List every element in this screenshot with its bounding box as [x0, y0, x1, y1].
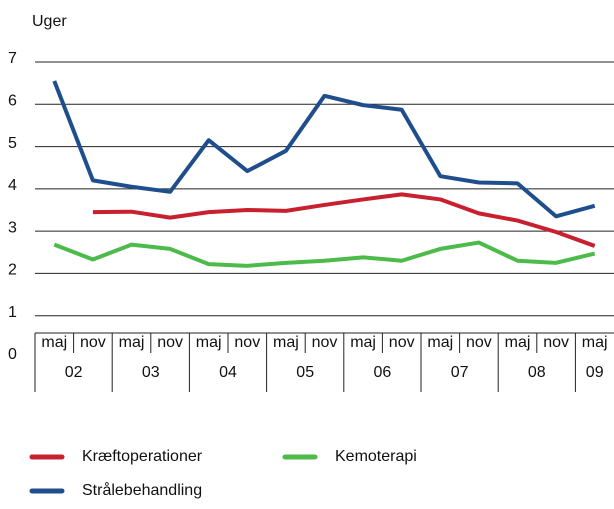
- y-axis-label: Uger: [32, 13, 67, 30]
- x-tick-label: maj: [119, 334, 145, 351]
- x-tick-label: nov: [389, 334, 415, 351]
- y-tick-label: 4: [8, 177, 17, 194]
- x-tick-label: nov: [466, 334, 492, 351]
- y-tick-label: 0: [8, 346, 17, 363]
- line-series: [53, 240, 596, 268]
- x-tick-label: nov: [80, 334, 106, 351]
- year-label: 09: [586, 364, 604, 381]
- x-tick-label: maj: [427, 334, 453, 351]
- legend-label: Kræftoperationer: [82, 448, 203, 465]
- line-series: [52, 80, 596, 219]
- x-tick-label: nov: [543, 334, 569, 351]
- y-tick-label: 5: [8, 135, 17, 152]
- year-label: 07: [451, 364, 469, 381]
- x-tick-label: maj: [196, 334, 222, 351]
- y-tick-label: 2: [8, 262, 17, 279]
- legend-label: Kemoterapi: [335, 448, 417, 465]
- year-label: 02: [65, 364, 83, 381]
- x-tick-label: maj: [273, 334, 299, 351]
- x-tick-label: maj: [350, 334, 376, 351]
- x-tick-label: maj: [505, 334, 531, 351]
- x-tick-label: nov: [157, 334, 183, 351]
- x-tick-label: maj: [41, 334, 67, 351]
- y-tick-label: 3: [8, 219, 17, 236]
- year-label: 04: [219, 364, 237, 381]
- year-label: 08: [528, 364, 546, 381]
- x-tick-label: nov: [312, 334, 338, 351]
- year-label: 06: [374, 364, 392, 381]
- x-tick-label: nov: [234, 334, 260, 351]
- y-tick-label: 7: [8, 50, 17, 67]
- x-tick-label: maj: [582, 334, 608, 351]
- line-series: [92, 192, 596, 248]
- legend-label: Strålebehandling: [82, 481, 202, 499]
- y-tick-label: 6: [8, 93, 17, 110]
- y-tick-label: 1: [8, 304, 17, 321]
- year-label: 03: [142, 364, 160, 381]
- year-label: 05: [296, 364, 314, 381]
